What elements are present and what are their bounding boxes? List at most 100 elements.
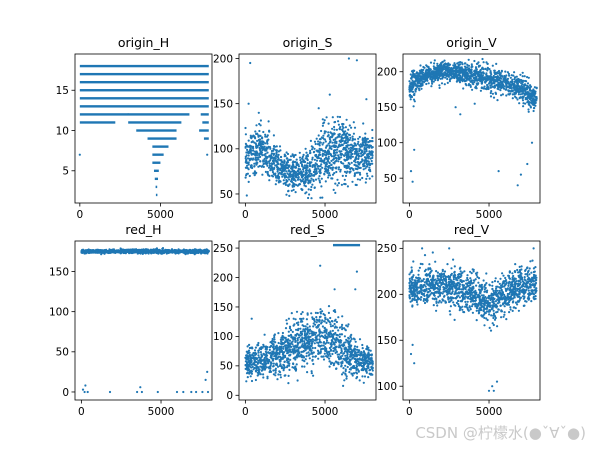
- data-point: [249, 151, 252, 154]
- data-point: [524, 83, 527, 86]
- data-point: [338, 128, 342, 131]
- data-point: [359, 143, 362, 146]
- data-point: [328, 161, 331, 164]
- data-point: [456, 69, 459, 72]
- data-point: [323, 132, 326, 135]
- data-point: [331, 166, 335, 169]
- data-point: [253, 174, 256, 177]
- data-point: [305, 171, 308, 174]
- data-point: [411, 73, 415, 76]
- data-point: [277, 153, 280, 156]
- data-point: [324, 180, 327, 183]
- data-point: [364, 137, 368, 141]
- data-point: [529, 85, 533, 88]
- data-point: [289, 155, 293, 158]
- data-point: [517, 84, 520, 87]
- data-point: [248, 145, 251, 148]
- data-point: [506, 71, 509, 74]
- data-point: [366, 137, 369, 140]
- data-point: [505, 74, 508, 77]
- data-point: [508, 83, 511, 86]
- data-point: [414, 90, 417, 93]
- data-point: [288, 178, 291, 181]
- data-point: [281, 168, 284, 171]
- data-point: [344, 126, 347, 129]
- data-point: [314, 167, 318, 170]
- data-point: [292, 175, 295, 178]
- data-point: [270, 154, 273, 157]
- data-point: [337, 160, 340, 163]
- data-point: [337, 123, 340, 126]
- data-point: [325, 116, 328, 119]
- data-point: [510, 80, 513, 84]
- data-point: [465, 78, 469, 81]
- data-point: [457, 63, 460, 67]
- data-point: [432, 80, 435, 83]
- data-point: [358, 162, 361, 165]
- data-point: [343, 164, 346, 167]
- data-point: [419, 79, 423, 82]
- data-point: [475, 68, 478, 72]
- data-point: [307, 188, 310, 191]
- data-point: [244, 146, 247, 149]
- data-point: [532, 97, 535, 100]
- y-tick-label: 50: [220, 189, 233, 201]
- data-point: [264, 135, 267, 138]
- data-point: [257, 156, 260, 159]
- data-point: [205, 249, 208, 252]
- data-point: [448, 66, 451, 69]
- x-tick-label: 0: [406, 209, 413, 221]
- data-point: [475, 87, 478, 90]
- data-point: [364, 132, 367, 135]
- data-point: [505, 82, 508, 85]
- data-point: [474, 72, 477, 75]
- data-point: [532, 91, 535, 94]
- data-point: [318, 179, 321, 182]
- data-point: [494, 84, 497, 87]
- data-point: [316, 311, 319, 315]
- data-point: [410, 95, 414, 99]
- data-point: [339, 170, 342, 173]
- data-point: [453, 76, 456, 80]
- data-point: [334, 154, 337, 157]
- data-point: [436, 74, 439, 77]
- data-point: [446, 81, 449, 84]
- data-point: [134, 248, 137, 252]
- data-point: [340, 333, 344, 336]
- data-point: [274, 183, 277, 186]
- data-point: [282, 347, 285, 350]
- data-point: [333, 128, 336, 131]
- data-point: [206, 390, 210, 394]
- data-point: [274, 174, 277, 177]
- data-point: [255, 163, 258, 166]
- data-point: [340, 156, 343, 159]
- data-point: [202, 249, 205, 252]
- data-point: [247, 154, 250, 157]
- data-point: [304, 157, 307, 160]
- data-point: [297, 163, 300, 166]
- data-point: [175, 250, 178, 253]
- data-point: [497, 88, 500, 91]
- data-point: [535, 86, 538, 89]
- data-point: [277, 172, 280, 175]
- data-point: [523, 87, 526, 90]
- data-point: [526, 101, 529, 104]
- data-point: [294, 175, 298, 179]
- data-point: [254, 130, 257, 133]
- data-point: [480, 86, 483, 90]
- data-point: [298, 182, 301, 186]
- data-point: [344, 130, 347, 133]
- data-point: [318, 144, 321, 147]
- data-point: [489, 91, 492, 95]
- data-point: [258, 164, 261, 168]
- data-point: [294, 191, 297, 194]
- data-point: [361, 159, 364, 162]
- data-point: [285, 181, 288, 184]
- data-point: [292, 164, 295, 167]
- y-tick-label: 200: [377, 67, 397, 79]
- data-point: [282, 354, 285, 357]
- data-point: [301, 330, 304, 333]
- data-point: [463, 79, 466, 82]
- data-point: [346, 145, 349, 148]
- data-point: [354, 156, 357, 159]
